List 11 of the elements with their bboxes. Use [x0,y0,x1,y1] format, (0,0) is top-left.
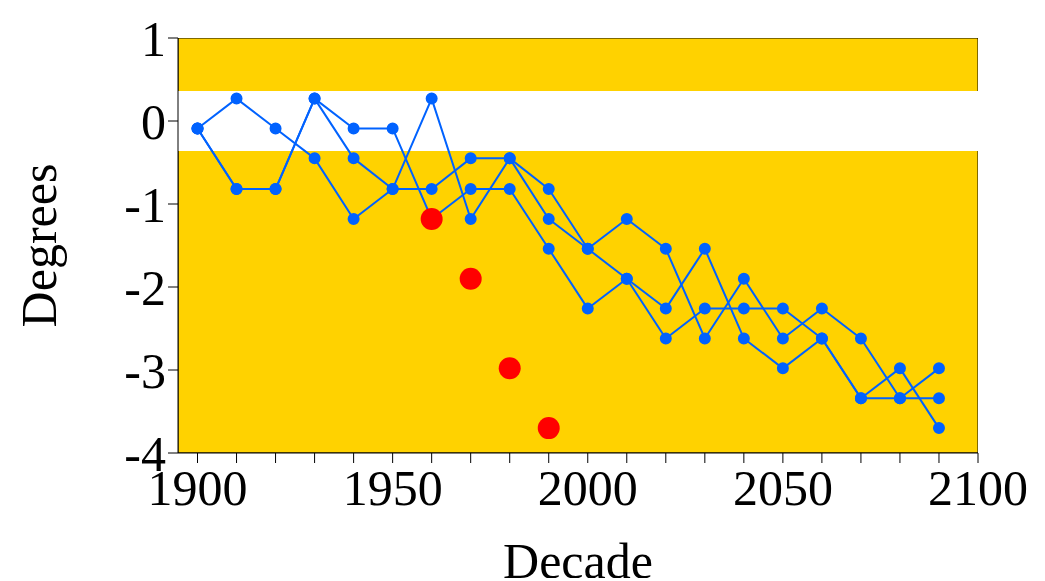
y-tick-label: -3 [124,342,166,399]
y-axis-title: Degrees [10,163,67,328]
x-axis-title: Decade [503,533,653,581]
x-tick-label: 1950 [342,459,443,516]
x-tick-label: 2000 [537,459,638,516]
x-tick-label: 2100 [928,459,1028,516]
y-tick-label: -2 [124,259,166,316]
x-tick-label: 2050 [732,459,833,516]
y-tick-label: -1 [124,176,166,233]
y-tick-label: 1 [141,10,166,67]
y-tick-label: 0 [141,93,166,150]
